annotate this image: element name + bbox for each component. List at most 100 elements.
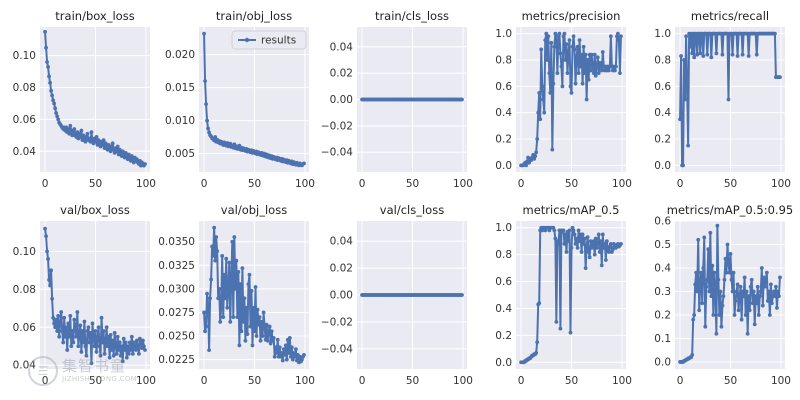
data-point — [100, 340, 105, 345]
chart-title: train/cls_loss — [375, 9, 449, 23]
data-point — [298, 354, 302, 359]
data-point — [216, 296, 221, 301]
x-tick-label: 0 — [677, 375, 684, 387]
data-point — [49, 88, 53, 93]
data-point — [221, 315, 226, 320]
data-point — [81, 133, 86, 138]
y-tick-label: 0.8 — [495, 249, 512, 261]
data-point — [735, 54, 740, 58]
data-point — [67, 131, 72, 136]
data-point — [769, 301, 774, 306]
y-tick-label: 0.005 — [165, 148, 195, 160]
data-point — [44, 234, 48, 239]
data-point — [616, 31, 620, 36]
data-point — [254, 334, 259, 338]
series-0 — [519, 31, 623, 168]
y-tick-label: 0.2 — [495, 330, 512, 342]
series-0 — [202, 31, 306, 168]
data-point — [555, 71, 560, 76]
data-point — [82, 319, 87, 324]
data-point — [272, 354, 277, 359]
data-point — [732, 313, 737, 317]
legend-label: results — [261, 35, 296, 47]
y-tick-label: 0.08 — [13, 82, 36, 94]
x-tick-label: 100 — [771, 178, 791, 190]
data-point — [123, 340, 128, 345]
data-point — [103, 340, 108, 345]
data-point — [767, 313, 772, 317]
data-point — [265, 338, 270, 343]
data-point — [50, 296, 55, 301]
data-point — [691, 317, 696, 322]
y-tick-label: 0.5 — [654, 239, 671, 251]
data-point — [247, 272, 252, 277]
data-point — [576, 228, 581, 233]
x-tick-label: 0 — [359, 178, 366, 190]
data-point — [87, 340, 92, 345]
data-point — [747, 308, 752, 313]
data-point — [774, 284, 778, 289]
data-point — [755, 284, 760, 289]
data-point — [88, 331, 93, 335]
data-point — [115, 334, 120, 339]
data-point — [584, 97, 589, 102]
data-point — [54, 111, 59, 115]
data-point — [68, 313, 73, 318]
y-tick-label: 0.020 — [165, 49, 195, 61]
data-point — [222, 272, 227, 277]
chart-title: val/cls_loss — [380, 203, 444, 217]
data-point — [44, 45, 48, 50]
x-tick-label: 0 — [518, 178, 525, 190]
data-point — [108, 332, 113, 337]
data-point — [72, 127, 77, 131]
data-point — [92, 344, 97, 349]
data-point — [80, 329, 85, 333]
data-point — [597, 60, 602, 65]
data-point — [748, 284, 753, 289]
data-point — [278, 354, 283, 359]
data-point — [614, 64, 618, 69]
data-point — [586, 77, 591, 82]
data-point — [619, 241, 623, 246]
data-point — [72, 317, 77, 322]
y-tick-label: 0.3 — [654, 286, 671, 298]
data-point — [122, 348, 127, 352]
y-tick-label: 0.0225 — [158, 354, 195, 366]
data-point — [74, 334, 79, 339]
data-point — [710, 263, 715, 268]
x-tick-label: 100 — [771, 375, 791, 387]
data-point — [777, 294, 781, 299]
data-point — [114, 351, 119, 356]
data-point — [760, 303, 765, 308]
data-point — [83, 139, 88, 144]
x-tick-label: 100 — [612, 178, 632, 190]
y-tick-label: 0.8 — [495, 54, 512, 66]
data-point — [554, 320, 559, 324]
data-point — [61, 340, 66, 345]
data-point — [291, 351, 296, 355]
data-point — [559, 64, 564, 69]
data-point — [108, 149, 113, 154]
y-tick-label: 0.2 — [654, 309, 671, 321]
data-point — [705, 52, 710, 57]
data-point — [302, 161, 306, 166]
data-point — [277, 345, 282, 350]
data-point — [229, 277, 234, 282]
data-point — [690, 51, 695, 56]
data-point — [703, 324, 708, 329]
y-tick-label: 0.00 — [330, 94, 353, 106]
data-point — [580, 81, 585, 86]
data-point — [286, 351, 291, 355]
data-point — [592, 252, 597, 257]
data-point — [730, 289, 735, 294]
x-tick-label: 0 — [42, 178, 49, 190]
data-point — [115, 144, 120, 149]
data-point — [225, 305, 230, 310]
y-tick-label: 0.2 — [495, 134, 512, 146]
y-tick-label: 0.0300 — [158, 283, 195, 295]
chart-panel-0: 0.04 0.06 0.08 0.10 0 50 100 train/box_loss — [13, 9, 156, 190]
x-tick-label: 0 — [201, 375, 208, 387]
data-point — [227, 260, 232, 265]
data-point — [121, 336, 126, 341]
data-point — [763, 277, 768, 282]
